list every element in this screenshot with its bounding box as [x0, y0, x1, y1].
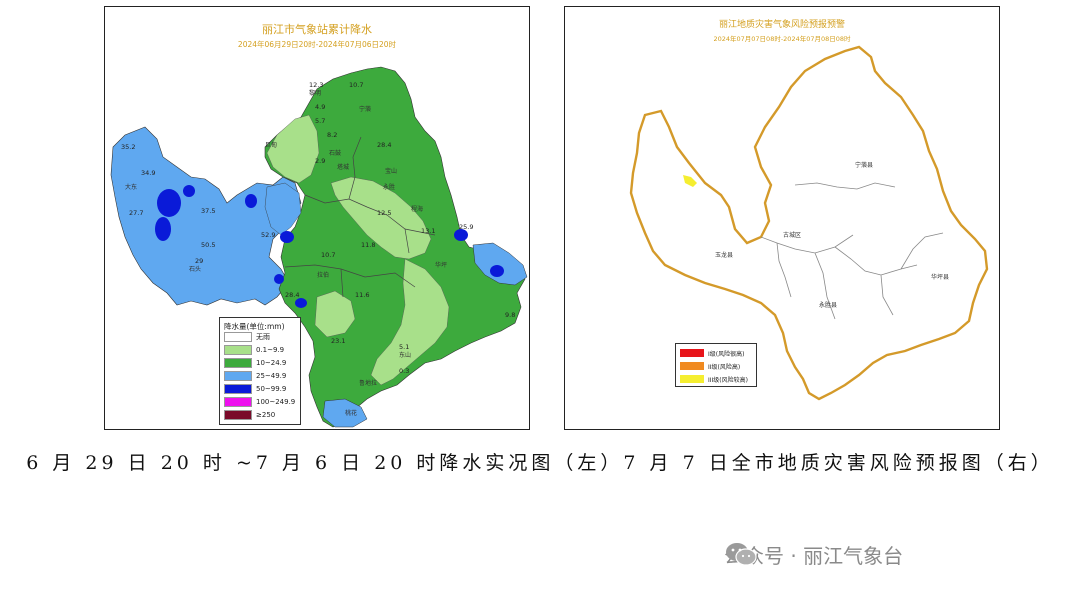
precip-region-east-blue [472, 242, 528, 286]
precip-region-light-green-2 [330, 176, 432, 260]
station-value: 34.9 [141, 169, 155, 177]
county-label: 华坪县 [931, 273, 949, 281]
city-outline [629, 45, 989, 401]
legend-item: 100~249.9 [224, 397, 295, 407]
county-boundaries [284, 136, 436, 298]
station-value: 11.6 [355, 291, 369, 299]
legend-item: II级(风险高) [680, 361, 740, 371]
precip-heavy-blob-7 [490, 265, 504, 277]
legend-item: I级(风险很高) [680, 348, 744, 358]
precipitation-map-subtitle: 2024年06月29日20时-2024年07月06日20时 [237, 40, 397, 49]
precipitation-map-panel: 丽江市气象站累计降水 2024年06月29日20时-2024年07月06日20时… [104, 6, 530, 430]
station-value: 10.7 [349, 81, 363, 89]
legend-item: ≥250 [224, 410, 275, 420]
station-name: 宝山 [385, 167, 397, 175]
wechat-icon [726, 543, 757, 566]
station-value: 0.3 [399, 367, 409, 375]
station-value: 52.9 [261, 231, 275, 239]
risk-legend: I级(风险很高) II级(风险高) III级(风险较高) [675, 343, 757, 387]
legend-title: 降水量(单位:mm) [224, 322, 285, 331]
station-value: 28.4 [377, 141, 391, 149]
station-name: 拉伯 [317, 271, 329, 279]
station-name: 永胜 [383, 183, 395, 191]
station-value: 35.2 [121, 143, 135, 151]
station-value: 9.8 [505, 311, 515, 319]
watermark: 公众号 · 丽江气象台 [724, 540, 903, 569]
station-value: 29 [195, 257, 203, 265]
risk-map-panel: 丽江地质灾害气象风险预报预警 2024年07月07日08时-2024年07月08… [564, 6, 1000, 430]
station-value: 23.1 [331, 337, 345, 345]
station-name: 石头 [189, 265, 201, 273]
station-value: 37.5 [201, 207, 215, 215]
precip-heavy-blob-9 [295, 298, 307, 308]
precip-region-light-green-4 [314, 290, 356, 338]
risk-map: 宁蒗县 玉龙县 古城区 永胜县 华坪县 [629, 45, 989, 401]
county-label: 永胜县 [819, 301, 837, 309]
precip-heavy-blob-5 [280, 231, 294, 243]
station-value: 10.7 [321, 251, 335, 259]
station-value: 12.3 [309, 81, 323, 89]
precip-region-light-green-1 [266, 114, 320, 184]
legend-item: 50~99.9 [224, 384, 286, 394]
station-value: 27.7 [129, 209, 143, 217]
station-name: 宁蒗 [359, 105, 371, 113]
precip-region-mid-blue [264, 182, 302, 236]
legend-item: III级(风险较高) [680, 374, 748, 384]
station-name: 华坪 [435, 261, 447, 269]
station-name: 桃花 [345, 409, 357, 417]
station-name: 巨甸 [265, 141, 277, 149]
legend-item: 25~49.9 [224, 371, 286, 381]
risk-map-subtitle: 2024年07月07日08时-2024年07月08日08时 [713, 35, 851, 43]
station-value: 5.7 [315, 117, 325, 125]
station-value: 2.9 [315, 157, 325, 165]
figure-caption: 6 月 29 日 20 时 ~7 月 6 日 20 时降水实况图（左）7 月 7… [26, 452, 1054, 474]
station-name: 石鼓 [329, 149, 341, 157]
station-name: 大东 [125, 183, 137, 191]
station-value: 11.8 [361, 241, 375, 249]
station-value: 4.9 [315, 103, 325, 111]
station-name: 塔城 [337, 163, 349, 171]
station-value: 5.1 [399, 343, 409, 351]
station-value: 8.2 [327, 131, 337, 139]
precip-heavy-blob-3 [183, 185, 195, 197]
precip-region-south-blue [322, 398, 368, 428]
station-value: 50.5 [201, 241, 215, 249]
station-name: 东山 [399, 351, 411, 359]
legend-item: 无雨 [224, 332, 270, 342]
county-boundaries [760, 182, 944, 320]
precip-heavy-blob-1 [157, 189, 181, 217]
county-label: 古城区 [783, 231, 801, 239]
station-value: 28.4 [285, 291, 299, 299]
legend-item: 0.1~9.9 [224, 345, 284, 355]
station-value: 13.1 [421, 227, 435, 235]
station-value: 12.5 [377, 209, 391, 217]
precip-region-light-green-3 [370, 258, 450, 386]
precip-heavy-blob-6 [454, 229, 468, 241]
legend-item: 10~24.9 [224, 358, 286, 368]
precipitation-legend: 降水量(单位:mm) 无雨 0.1~9.9 10~24.9 25~49.9 50… [219, 317, 301, 425]
station-name: 程海 [411, 205, 423, 213]
precipitation-map-title: 丽江市气象站累计降水 [262, 23, 372, 36]
station-name: 黎明 [309, 89, 321, 97]
precip-region-west-blue [110, 126, 302, 306]
county-label: 玉龙县 [715, 251, 733, 259]
precipitation-map: 12.3 10.7 5.7 8.2 28.4 35.2 34.9 27.7 37… [110, 66, 528, 428]
county-label: 宁蒗县 [855, 161, 873, 169]
risk-map-title: 丽江地质灾害气象风险预报预警 [718, 20, 845, 30]
risk-zone-level-3 [683, 175, 697, 187]
precip-heavy-blob-8 [274, 274, 284, 284]
precip-heavy-blob-2 [155, 217, 171, 241]
station-value: 25.9 [459, 223, 473, 231]
station-name: 鲁地拉 [359, 379, 377, 387]
precip-heavy-blob-4 [245, 194, 257, 208]
